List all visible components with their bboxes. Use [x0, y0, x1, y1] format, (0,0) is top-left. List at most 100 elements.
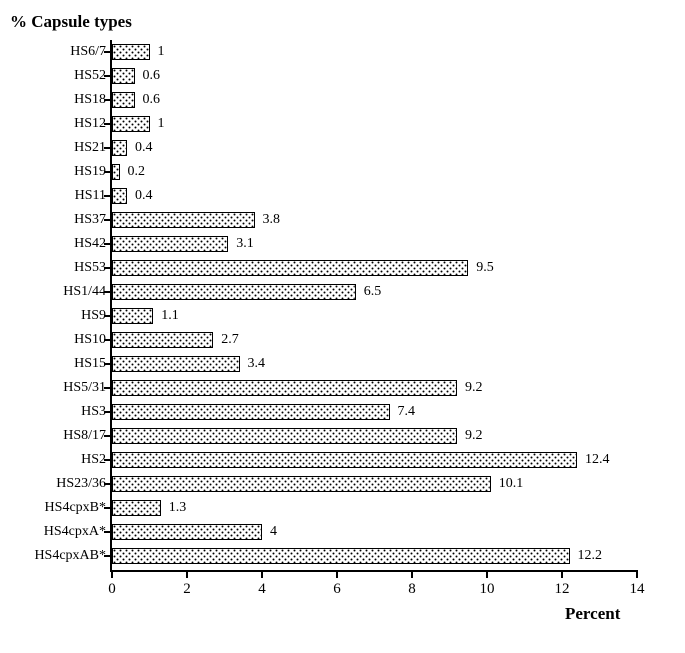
bar-row: HS91.1: [112, 304, 637, 328]
category-label: HS15: [12, 356, 106, 372]
bar-row: HS8/179.2: [112, 424, 637, 448]
category-label: HS23/36: [12, 476, 106, 492]
x-tick: [561, 570, 563, 578]
value-label: 9.2: [465, 428, 483, 444]
x-tick-label: 8: [408, 581, 416, 598]
bar: [112, 164, 120, 180]
value-label: 0.4: [135, 188, 153, 204]
bar: [112, 308, 153, 324]
x-tick: [186, 570, 188, 578]
value-label: 2.7: [221, 332, 239, 348]
bar: [112, 188, 127, 204]
bar: [112, 548, 570, 564]
value-label: 4: [270, 524, 277, 540]
bar: [112, 332, 213, 348]
bar: [112, 68, 135, 84]
value-label: 1: [158, 116, 165, 132]
bar: [112, 452, 577, 468]
bar-row: HS4cpxA*4: [112, 520, 637, 544]
bar: [112, 476, 491, 492]
category-label: HS8/17: [12, 428, 106, 444]
value-label: 0.4: [135, 140, 153, 156]
value-label: 1.3: [169, 500, 187, 516]
bar: [112, 44, 150, 60]
value-label: 3.1: [236, 236, 254, 252]
bar-row: HS373.8: [112, 208, 637, 232]
plot-area: 02468101214HS6/71HS520.6HS180.6HS121HS21…: [110, 40, 637, 572]
x-tick-label: 14: [630, 581, 645, 598]
bar-row: HS23/3610.1: [112, 472, 637, 496]
bar: [112, 356, 240, 372]
bar-row: HS539.5: [112, 256, 637, 280]
value-label: 1: [158, 44, 165, 60]
bar-row: HS5/319.2: [112, 376, 637, 400]
bar-row: HS4cpxAB*12.2: [112, 544, 637, 568]
bar-row: HS180.6: [112, 88, 637, 112]
bar-row: HS210.4: [112, 136, 637, 160]
value-label: 6.5: [364, 284, 382, 300]
value-label: 7.4: [398, 404, 416, 420]
bar: [112, 428, 457, 444]
x-tick-label: 0: [108, 581, 116, 598]
bar: [112, 92, 135, 108]
value-label: 0.2: [128, 164, 146, 180]
value-label: 0.6: [143, 68, 161, 84]
bar-row: HS423.1: [112, 232, 637, 256]
category-label: HS19: [12, 164, 106, 180]
category-label: HS21: [12, 140, 106, 156]
bar: [112, 500, 161, 516]
bar: [112, 140, 127, 156]
bar-row: HS1/446.5: [112, 280, 637, 304]
x-tick-label: 12: [555, 581, 570, 598]
category-label: HS5/31: [12, 380, 106, 396]
bar: [112, 284, 356, 300]
bar-row: HS153.4: [112, 352, 637, 376]
x-tick: [486, 570, 488, 578]
category-label: HS10: [12, 332, 106, 348]
value-label: 3.8: [263, 212, 281, 228]
value-label: 0.6: [143, 92, 161, 108]
category-label: HS1/44: [12, 284, 106, 300]
value-label: 10.1: [499, 476, 524, 492]
bar-row: HS520.6: [112, 64, 637, 88]
bar-row: HS212.4: [112, 448, 637, 472]
x-tick: [336, 570, 338, 578]
bar: [112, 260, 468, 276]
category-label: HS6/7: [12, 44, 106, 60]
x-tick: [111, 570, 113, 578]
x-tick-label: 4: [258, 581, 266, 598]
value-label: 3.4: [248, 356, 266, 372]
x-tick-label: 2: [183, 581, 191, 598]
x-tick: [636, 570, 638, 578]
x-tick-label: 10: [480, 581, 495, 598]
category-label: HS37: [12, 212, 106, 228]
value-label: 9.2: [465, 380, 483, 396]
value-label: 9.5: [476, 260, 494, 276]
x-tick-label: 6: [333, 581, 341, 598]
bar-row: HS6/71: [112, 40, 637, 64]
bar-row: HS4cpxB*1.3: [112, 496, 637, 520]
category-label: HS11: [12, 188, 106, 204]
x-tick: [411, 570, 413, 578]
bar: [112, 236, 228, 252]
value-label: 1.1: [161, 308, 179, 324]
category-label: HS4cpxAB*: [12, 548, 106, 564]
bar: [112, 380, 457, 396]
bar: [112, 524, 262, 540]
category-label: HS53: [12, 260, 106, 276]
bar: [112, 116, 150, 132]
chart-title: % Capsule types: [10, 12, 675, 32]
capsule-types-bar-chart: 02468101214HS6/71HS520.6HS180.6HS121HS21…: [10, 40, 675, 572]
bar-row: HS102.7: [112, 328, 637, 352]
category-label: HS4cpxB*: [12, 500, 106, 516]
bar-row: HS121: [112, 112, 637, 136]
category-label: HS2: [12, 452, 106, 468]
bar-row: HS190.2: [112, 160, 637, 184]
category-label: HS3: [12, 404, 106, 420]
category-label: HS4cpxA*: [12, 524, 106, 540]
value-label: 12.4: [585, 452, 610, 468]
bar-row: HS110.4: [112, 184, 637, 208]
x-tick: [261, 570, 263, 578]
category-label: HS12: [12, 116, 106, 132]
bar: [112, 212, 255, 228]
